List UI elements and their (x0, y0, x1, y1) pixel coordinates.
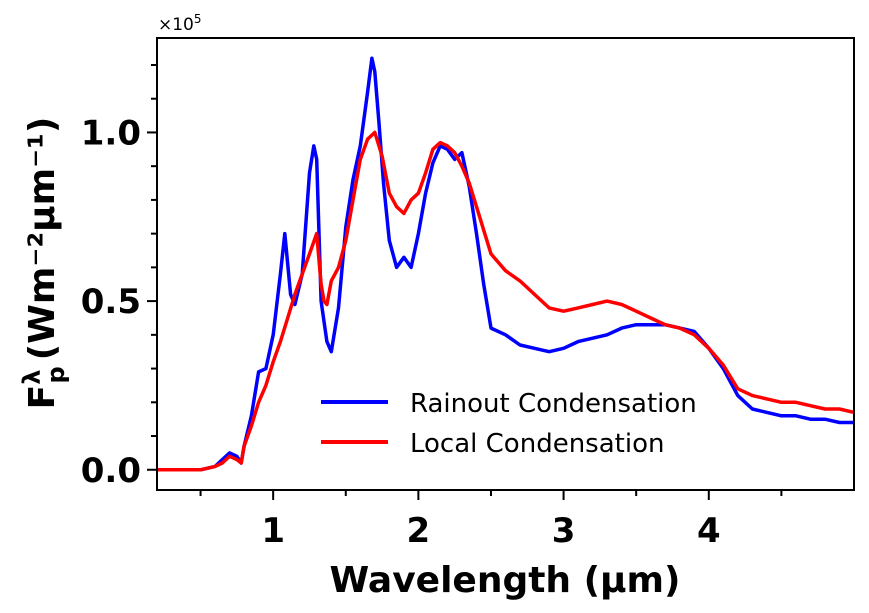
series-line-local (157, 130, 854, 472)
x-tick-label: 1 (261, 511, 285, 551)
legend-label-local: Local Condensation (410, 429, 664, 459)
plot-frame (156, 37, 855, 491)
x-tick-label: 2 (407, 511, 431, 551)
y-scale-label: ×105 (158, 12, 202, 35)
series-layer (157, 56, 854, 472)
y-tick-label: 0.5 (81, 282, 141, 322)
y-tick-label: 0.0 (81, 451, 141, 491)
x-tick-label: 4 (697, 511, 721, 551)
ticks-layer: 1 2 3 4 0.0 0.5 1.0 (81, 63, 783, 551)
y-axis-label: Fλp(Wm⁻²μm⁻¹) (18, 117, 70, 410)
legend: Rainout Condensation Local Condensation (321, 389, 697, 459)
legend-label-rainout: Rainout Condensation (410, 389, 697, 419)
x-tick-label: 3 (552, 511, 576, 551)
x-axis-label: Wavelength (μm) (329, 560, 680, 601)
y-tick-label: 1.0 (81, 113, 141, 153)
